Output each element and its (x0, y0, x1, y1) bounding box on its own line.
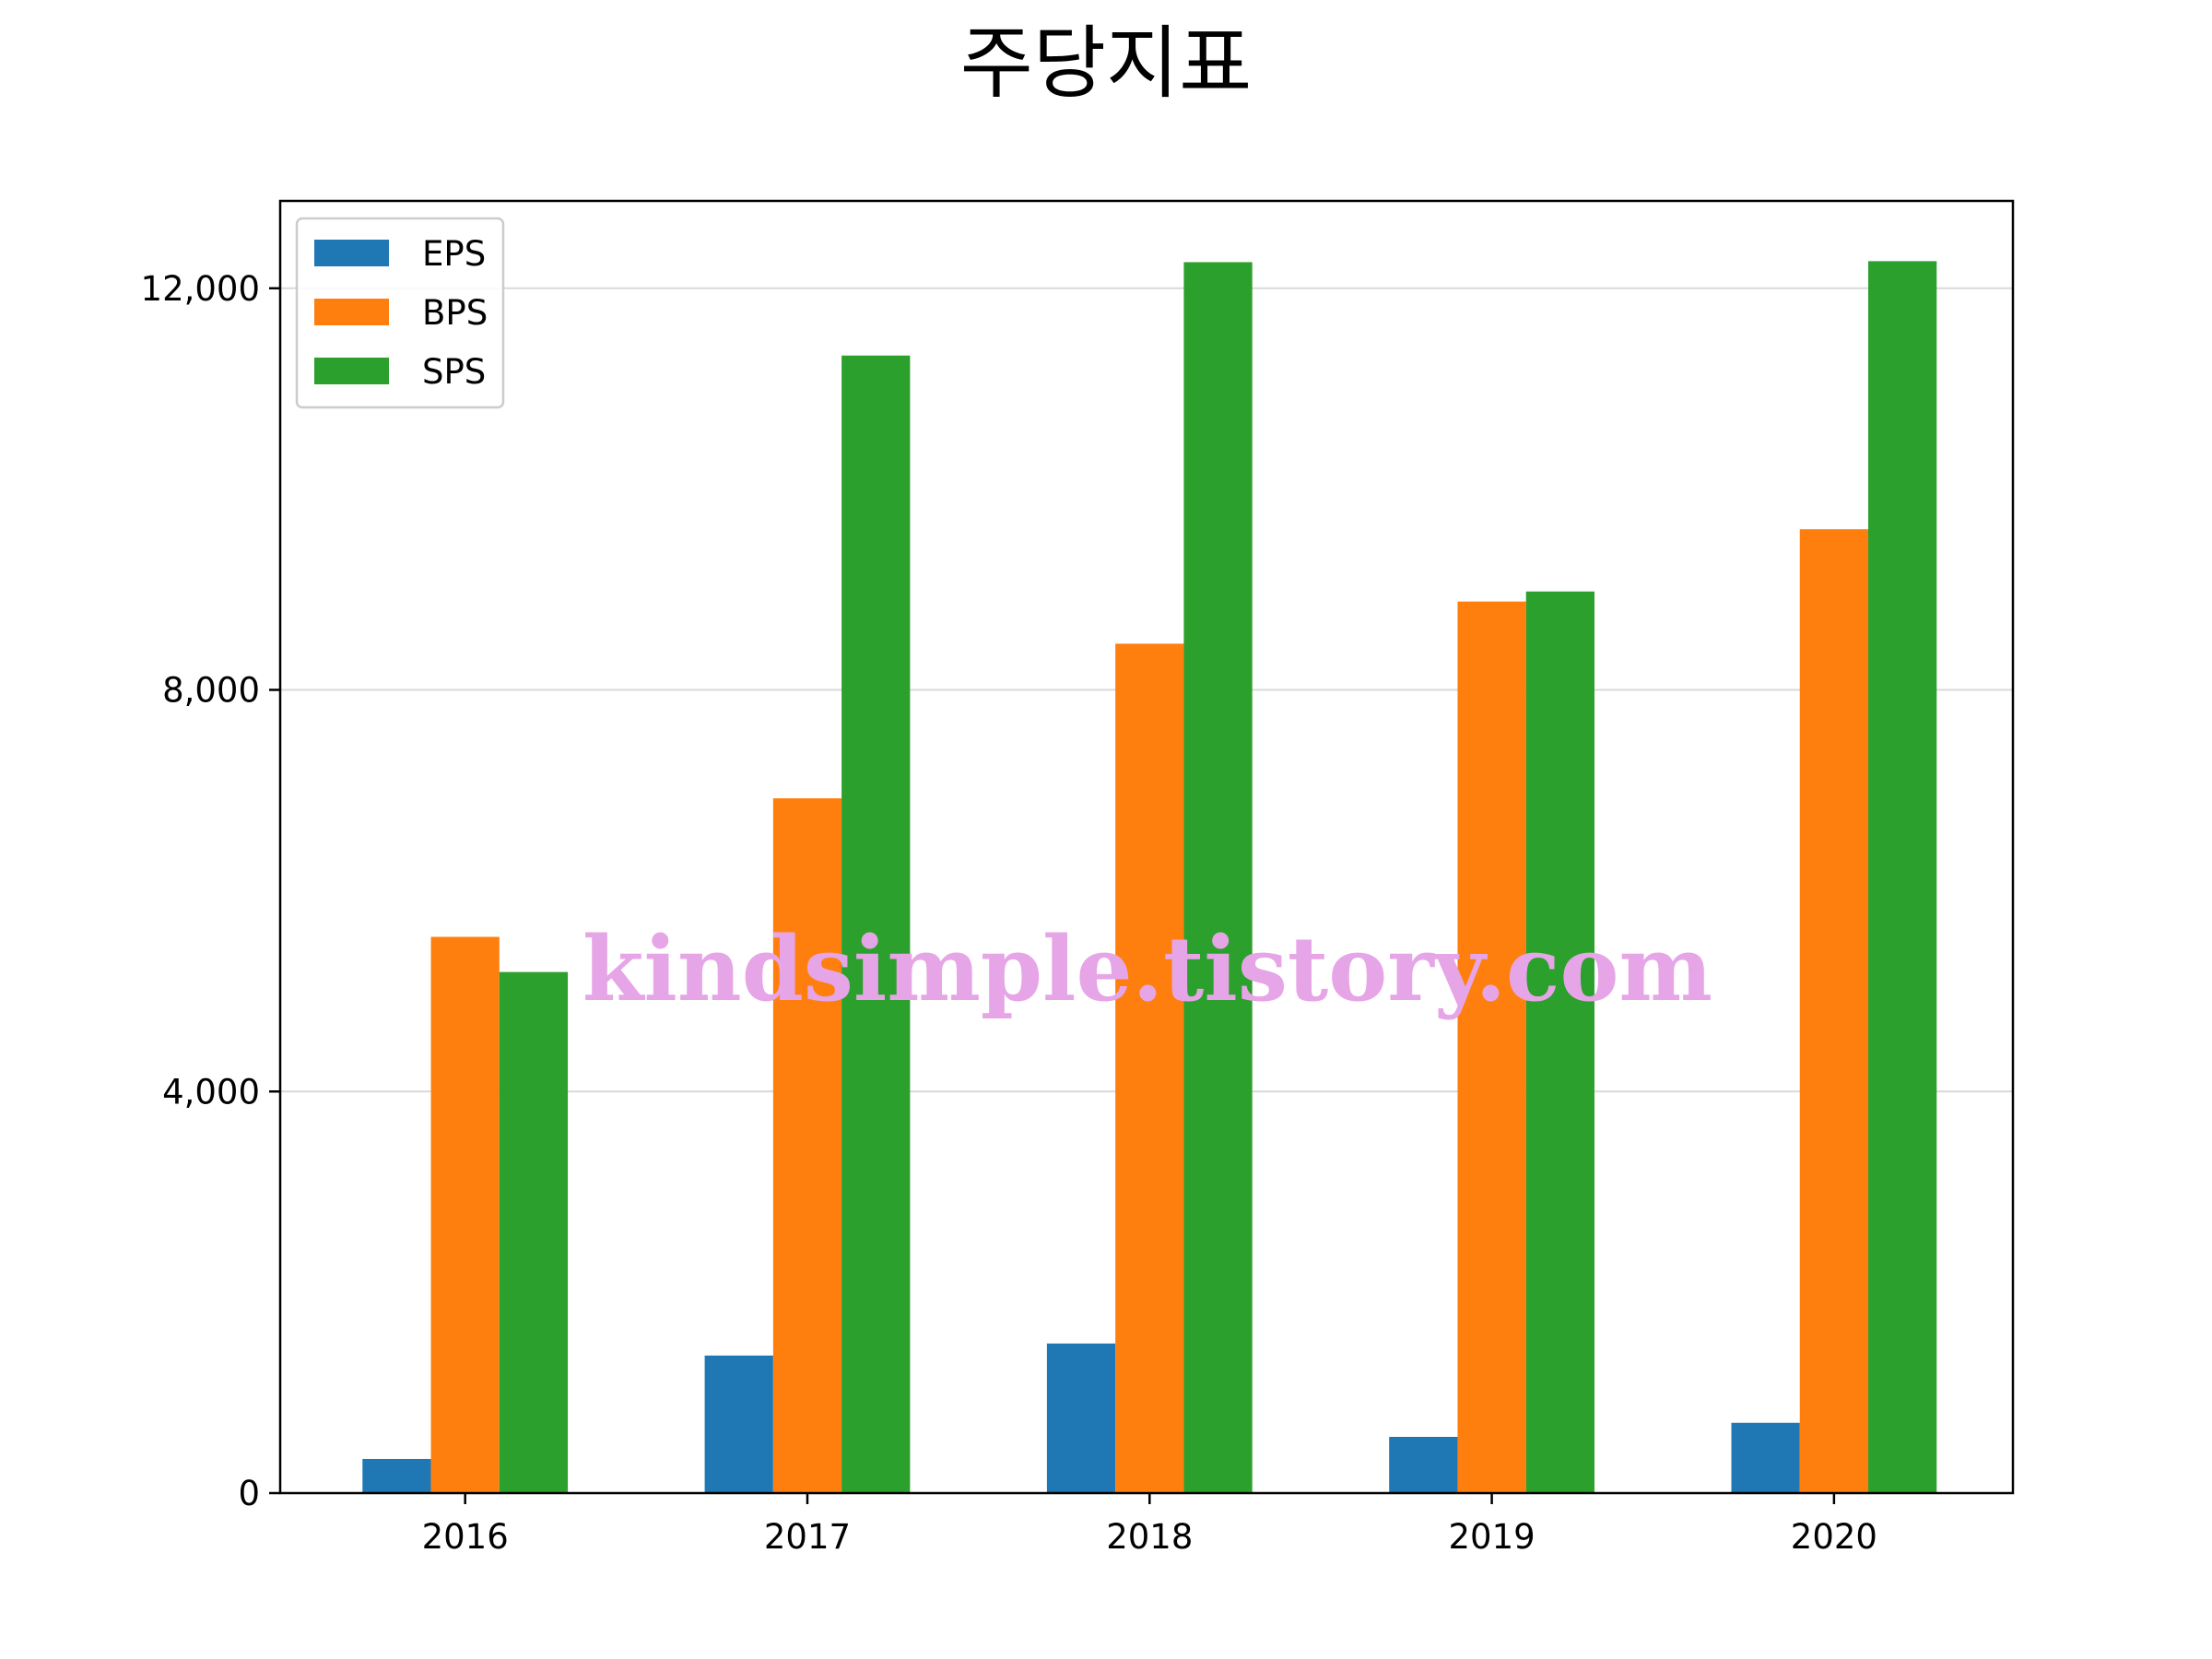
bar-sps-2017 (841, 355, 911, 1493)
bar-sps-2018 (1183, 262, 1253, 1493)
legend: EPS BPS SPS (295, 217, 505, 409)
legend-swatch-eps (314, 240, 389, 266)
bar-eps-2019 (1389, 1436, 1458, 1493)
bar-sps-2019 (1525, 591, 1594, 1493)
bar-bps-2017 (772, 798, 842, 1493)
y-tick-label: 0 (238, 1474, 260, 1513)
x-axis: 2016 2017 2018 2019 2020 (422, 1493, 1877, 1557)
legend-swatch-sps (314, 358, 389, 384)
x-tick-label: 2019 (1449, 1517, 1535, 1557)
legend-label-eps: EPS (422, 234, 486, 274)
legend-swatch-bps (314, 299, 389, 325)
legend-label-sps: SPS (422, 352, 486, 392)
y-tick-label: 8,000 (162, 671, 260, 711)
y-axis: 0 4,000 8,000 12,000 (141, 269, 280, 1513)
bars (362, 261, 1937, 1493)
y-tick-label: 4,000 (162, 1072, 260, 1112)
x-tick-label: 2016 (422, 1517, 509, 1557)
chart-title: 주당지표 (960, 18, 1252, 110)
legend-label-bps: BPS (422, 293, 488, 333)
watermark-text: kindsimple.tistory.com (582, 917, 1712, 1021)
bar-bps-2020 (1799, 529, 1869, 1493)
bar-eps-2017 (704, 1355, 773, 1493)
bar-sps-2016 (499, 971, 569, 1493)
x-tick-label: 2018 (1106, 1517, 1193, 1557)
bar-bps-2019 (1457, 601, 1526, 1493)
bar-sps-2020 (1868, 261, 1937, 1493)
bar-eps-2018 (1046, 1343, 1116, 1493)
bar-bps-2016 (430, 936, 500, 1493)
y-tick-label: 12,000 (141, 269, 260, 309)
bar-eps-2016 (362, 1458, 431, 1493)
plot-frame (278, 199, 2015, 1495)
bar-eps-2020 (1731, 1422, 1800, 1493)
bar-bps-2018 (1115, 643, 1184, 1493)
x-tick-label: 2020 (1791, 1517, 1877, 1557)
x-tick-label: 2017 (764, 1517, 851, 1557)
